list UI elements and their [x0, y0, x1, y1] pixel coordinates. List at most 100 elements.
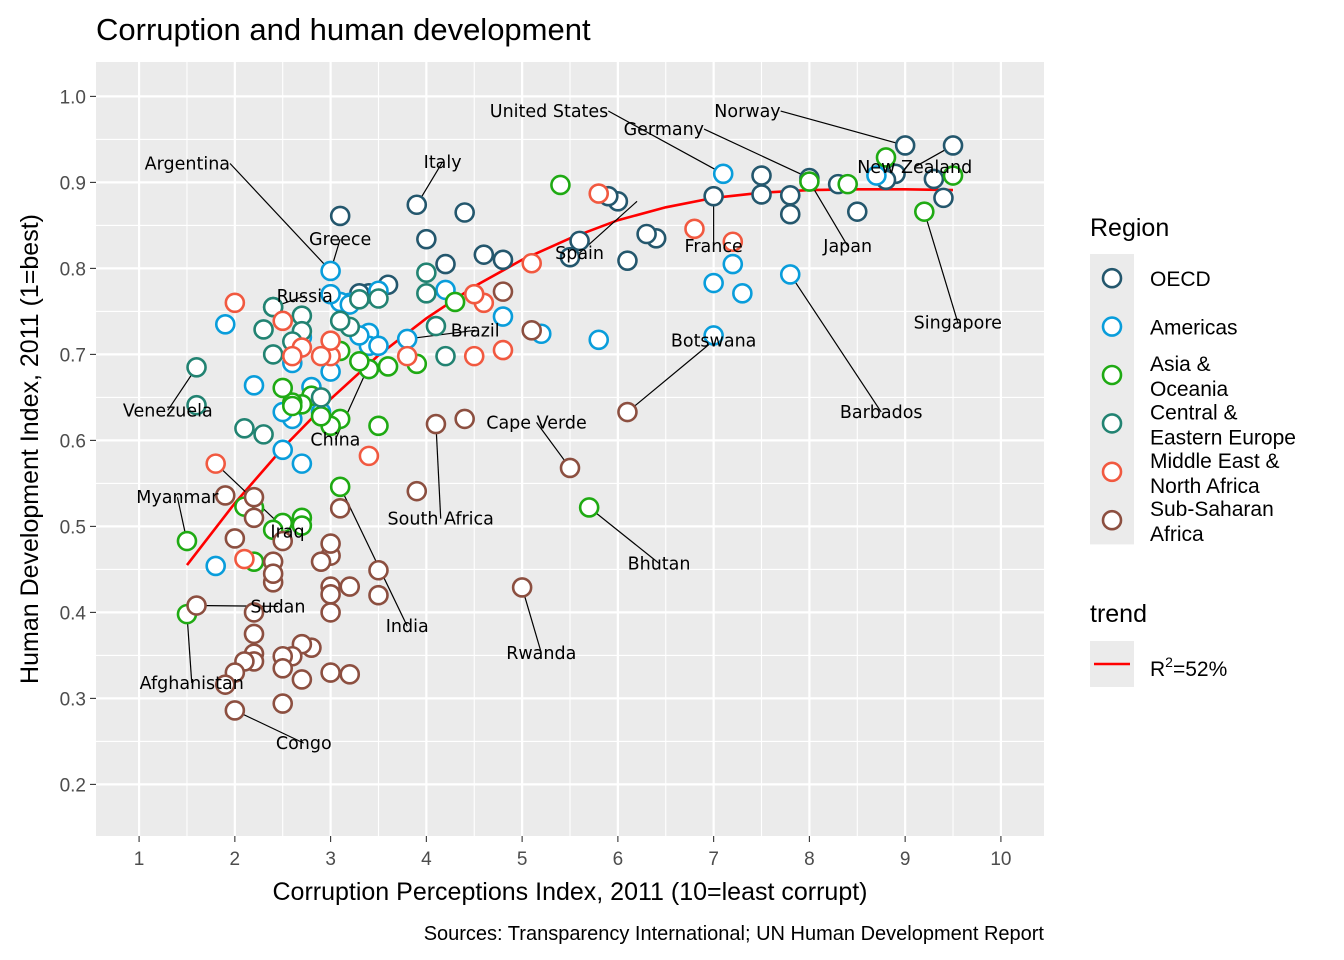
y-tick-label: 1.0 [60, 87, 86, 108]
data-point [243, 623, 265, 645]
legend-key-background [1090, 254, 1134, 545]
data-point [310, 551, 332, 572]
point-label: Russia [277, 287, 333, 307]
data-point [703, 272, 724, 294]
data-point [272, 693, 294, 714]
data-point [866, 165, 887, 186]
data-point [272, 310, 294, 332]
y-tick-label: 0.6 [60, 431, 86, 452]
data-point [617, 401, 638, 423]
data-point [262, 296, 284, 318]
data-point [416, 228, 437, 250]
point-label: Spain [555, 244, 604, 264]
data-point [186, 356, 207, 378]
data-point [224, 292, 246, 314]
legend-label: Central & [1150, 401, 1238, 424]
y-tick-label: 0.7 [60, 345, 86, 366]
data-point [243, 507, 265, 529]
data-point [310, 387, 332, 408]
label-callout-line [780, 110, 906, 146]
data-point [942, 165, 964, 186]
x-tick-label: 10 [990, 849, 1011, 870]
legend-trend-rest: =52% [1173, 658, 1227, 681]
data-point [751, 165, 772, 186]
x-tick-label: 9 [900, 849, 911, 870]
data-point [320, 662, 341, 683]
data-point [272, 377, 294, 399]
data-point [320, 602, 341, 623]
data-point [463, 283, 485, 305]
data-point [329, 205, 351, 227]
legend-label-trend: R2=52% [1150, 654, 1227, 681]
label-callout-line [339, 486, 408, 627]
data-point [186, 595, 207, 616]
data-point [358, 445, 380, 467]
data-point [253, 424, 274, 445]
data-point [243, 602, 265, 623]
data-point [492, 281, 514, 302]
data-point [320, 584, 341, 605]
label-callout-line [627, 340, 715, 413]
data-point [837, 173, 858, 195]
point-label: Sudan [250, 597, 305, 617]
label-callout-line [196, 604, 278, 607]
x-tick-label: 4 [421, 849, 432, 870]
point-labels: Norway New Zealand United States Germany Jap… [123, 102, 1002, 754]
point-label: Barbados [840, 403, 923, 423]
data-point [291, 669, 313, 690]
point-label: Norway [714, 102, 780, 122]
label-callout-line [789, 274, 882, 413]
point-label: South Africa [388, 510, 494, 530]
legend-label: Middle East & [1150, 450, 1280, 473]
data-point [454, 408, 475, 430]
label-callout-line [608, 110, 724, 175]
data-point [234, 418, 255, 439]
data-point [368, 584, 389, 606]
label-callout-line [808, 181, 849, 247]
point-label: United States [490, 102, 609, 122]
x-tick-label: 3 [325, 849, 336, 870]
point-label: Congo [276, 734, 332, 754]
data-points [176, 135, 964, 721]
point-label: Brazil [451, 321, 500, 341]
legend-key-marker [1101, 267, 1123, 289]
x-tick-label: 1 [134, 849, 145, 870]
data-point [636, 223, 657, 245]
point-label: France [685, 237, 743, 257]
data-point [339, 664, 361, 685]
legend-key-marker [1101, 316, 1123, 337]
data-point [396, 345, 418, 367]
data-point [435, 345, 456, 367]
data-point [703, 325, 724, 346]
data-point [779, 264, 801, 285]
point-label: Japan [822, 237, 872, 257]
data-point [578, 497, 600, 518]
data-point [186, 394, 207, 416]
data-point [272, 530, 294, 552]
legend: Region OECD Americas Asia &OceaniaCentral … [1090, 214, 1296, 687]
data-point [588, 329, 610, 351]
data-point [425, 413, 447, 435]
data-point [894, 135, 916, 156]
data-point [473, 244, 495, 265]
data-point [799, 171, 820, 192]
data-point [368, 288, 389, 309]
point-label: Argentina [145, 154, 230, 174]
data-point [224, 528, 246, 549]
point-label: Botswana [671, 332, 757, 352]
y-tick-label: 0.4 [60, 603, 87, 624]
x-axis-title: Corruption Perceptions Index, 2011 (10=l… [272, 878, 867, 906]
label-callout-line [588, 507, 660, 564]
x-tick-label: 5 [517, 849, 528, 870]
y-axis-title: Human Development Index, 2011 (1=best) [16, 214, 44, 684]
data-point [569, 230, 590, 252]
point-label: Myanmar [136, 488, 219, 508]
data-point [176, 530, 198, 552]
data-point [310, 345, 332, 367]
data-point [214, 313, 236, 335]
legend-label: Oceania [1150, 378, 1229, 401]
label-callout-line [521, 587, 542, 653]
label-callout-line [703, 128, 810, 179]
data-point [846, 201, 868, 222]
